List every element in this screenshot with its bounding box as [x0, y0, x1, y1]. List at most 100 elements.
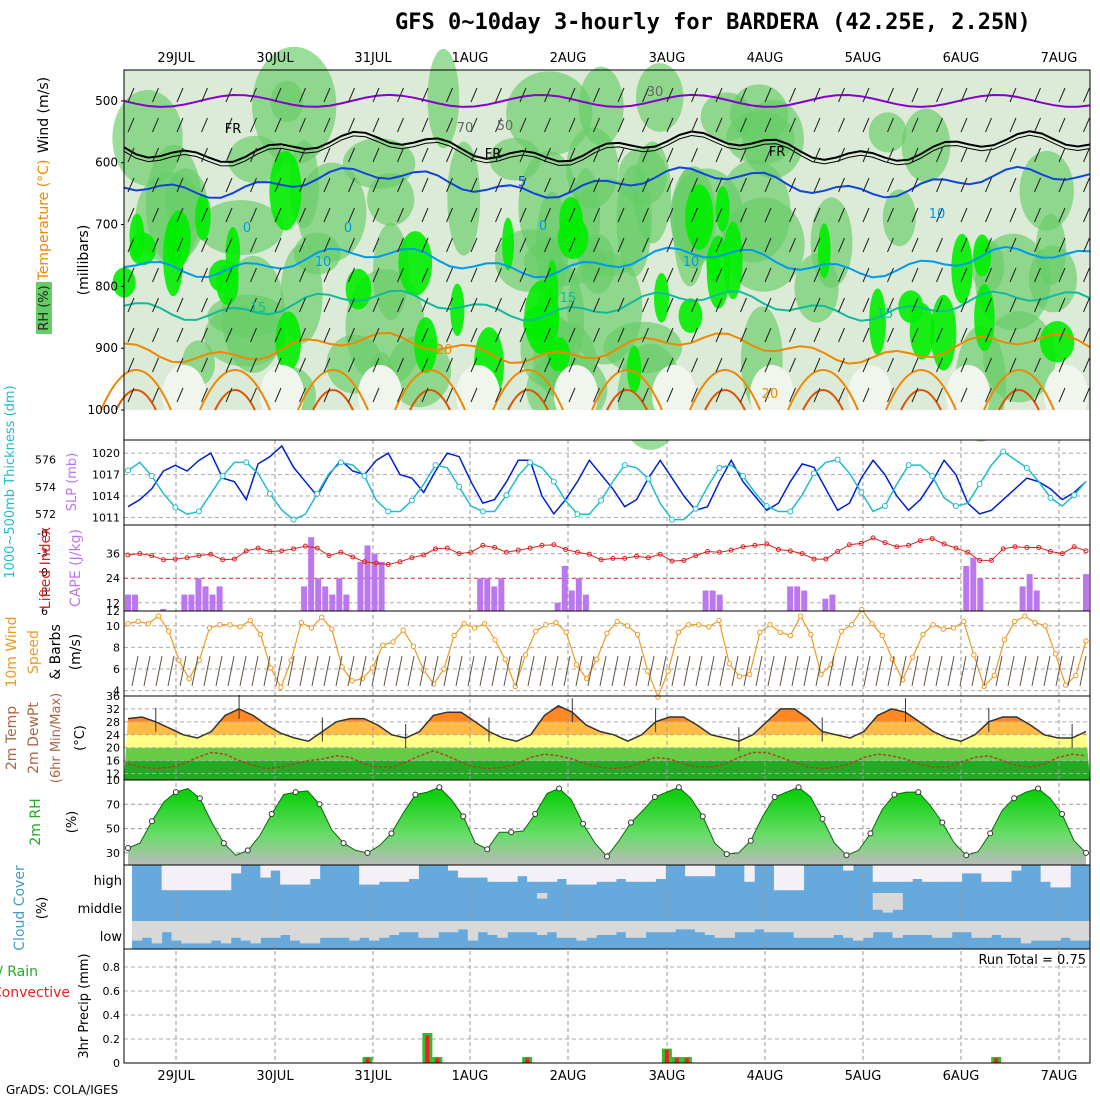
date-label-bottom: 2AUG [550, 1069, 587, 1084]
li-point [634, 553, 640, 559]
wind-barb [127, 387, 135, 403]
thickness-point [385, 508, 392, 515]
contour-label: 15 [250, 301, 267, 316]
wind-barb [443, 655, 451, 687]
cape-bar [1083, 574, 1089, 611]
cloud-gap-high [615, 865, 627, 879]
isotherm-20-arc [983, 369, 1055, 411]
wind-barb [862, 207, 870, 223]
wind-barb [985, 267, 992, 283]
wind-barb [1009, 177, 1017, 193]
wind-barb [551, 655, 559, 687]
wind-barb [887, 147, 894, 163]
wind-barb [348, 267, 355, 283]
li-point [728, 547, 734, 553]
li-point [397, 559, 403, 565]
wind-barb [1058, 237, 1066, 253]
cape-ylabel: CAPE (J/kg) [68, 529, 84, 607]
cloud-gap-high [527, 865, 538, 882]
wind-barb [740, 267, 747, 283]
li-point [291, 546, 297, 552]
rh-ytick: 30 [106, 847, 120, 860]
wind-barb [348, 207, 355, 223]
wind-barb [446, 87, 453, 103]
cloud-gap-low [764, 921, 775, 933]
wind-barb [287, 655, 295, 687]
cloud-gap-high [1040, 865, 1051, 882]
isotherm-25-arc [115, 389, 157, 411]
wind-barb [225, 297, 233, 313]
cape-bar [561, 565, 568, 611]
wind-barb [323, 297, 331, 313]
wind-barb [127, 147, 135, 163]
wind-barb [789, 327, 796, 343]
wind-barb [348, 177, 355, 193]
wind-barb [707, 655, 715, 687]
wind-barb [691, 207, 698, 223]
precip-ytick: 0.6 [103, 985, 121, 998]
wind-speed-point [390, 639, 396, 645]
cloud-gap-low [369, 921, 380, 941]
cape-bar [477, 578, 484, 611]
wind-barb [935, 655, 943, 687]
data-marks [100, 87, 1091, 1063]
wind-speed-point [563, 629, 569, 635]
cape-bar [216, 586, 223, 611]
wind-barb [225, 387, 233, 403]
li-point [220, 557, 226, 563]
wind-barb [568, 357, 576, 373]
wind-barb [1058, 267, 1066, 283]
li-point [551, 542, 557, 548]
wind-speed-point [257, 631, 264, 638]
li-point [243, 548, 249, 554]
wind-barb [446, 237, 453, 253]
cloud-gap-high [497, 865, 508, 882]
wind-speed-point [145, 620, 152, 627]
li-point [929, 536, 935, 542]
cloud-gap-high [220, 865, 232, 891]
wind-barb [617, 177, 625, 193]
cape-bar [498, 578, 505, 611]
wind-barb [985, 177, 992, 193]
cloud-gap-low [319, 921, 331, 938]
rh-core [654, 272, 669, 323]
thickness-point [1023, 464, 1030, 471]
wind-barb [274, 387, 282, 403]
cloud-gap-low [754, 921, 765, 930]
rh-core [166, 210, 191, 268]
cloud-gap-high [625, 865, 637, 882]
wind-barb [623, 655, 631, 687]
cloud-gap-low [724, 921, 735, 938]
cloud-gap-low [655, 921, 666, 933]
cape-bar [336, 578, 343, 611]
wind-barb [789, 237, 796, 253]
cloud-gap-low [734, 921, 745, 933]
rh-core [523, 306, 554, 341]
wind-barb [470, 297, 478, 313]
li-point [373, 560, 379, 566]
thickness-point [621, 462, 628, 469]
li-point [645, 555, 651, 561]
wind-barb [421, 357, 429, 373]
rh-point [627, 819, 634, 826]
wind-barb [421, 387, 429, 403]
wind-barb [827, 655, 835, 687]
li-point [622, 555, 628, 561]
wind-barb [568, 297, 576, 313]
wind-barb [985, 297, 992, 313]
rh-point [604, 853, 610, 860]
wind-barb [642, 147, 649, 163]
cloud-gap-low [1020, 921, 1032, 944]
wind-barb [495, 87, 502, 103]
slp-ytick: 1017 [92, 469, 120, 482]
panel-frames [121, 69, 1091, 1064]
li-point [941, 541, 947, 547]
rh-point [580, 820, 587, 827]
wind-barb [127, 297, 135, 313]
cloud-ylabel-units: (%) [35, 897, 50, 920]
isotherm-10 [123, 245, 1091, 279]
rh-blob [197, 200, 284, 256]
wind-barb [642, 297, 649, 313]
wind-barb [789, 117, 796, 133]
precip-convective-bar [684, 1058, 689, 1063]
